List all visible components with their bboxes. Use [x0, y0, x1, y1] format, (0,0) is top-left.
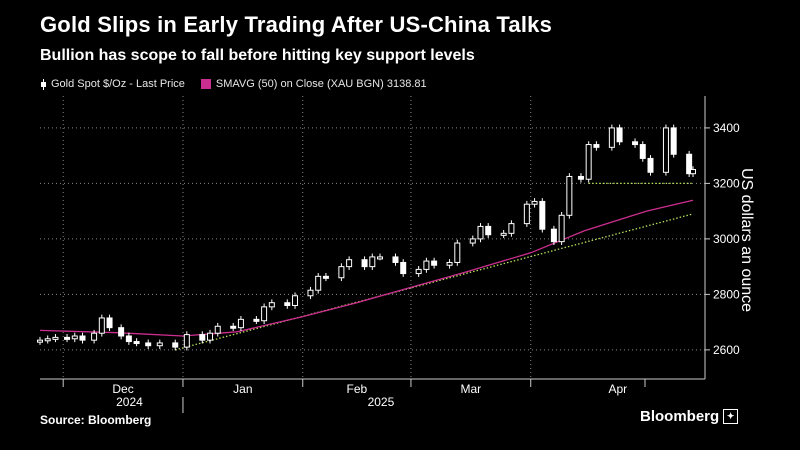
- candle-body: [91, 332, 98, 341]
- source-note: Source: Bloomberg: [40, 413, 152, 427]
- candle-body: [508, 223, 515, 234]
- candle-body: [477, 225, 484, 240]
- candle-body: [369, 256, 376, 268]
- candle-body: [199, 334, 206, 341]
- grid-lines: [40, 96, 705, 379]
- candle-body: [292, 295, 299, 306]
- candle-body: [608, 127, 615, 148]
- candle-body: [79, 335, 86, 341]
- candle-body: [315, 275, 322, 291]
- legend-gold-label: Gold Spot $/Oz - Last Price: [51, 78, 185, 90]
- candle-body: [253, 318, 260, 322]
- x-tick-label: Mar: [460, 382, 481, 396]
- candle-body: [616, 127, 623, 143]
- candle-body: [454, 242, 461, 263]
- candle-body: [431, 260, 438, 266]
- candle-body: [639, 144, 646, 159]
- candle-body: [268, 302, 275, 308]
- candle-body: [37, 339, 43, 343]
- sma-line: [39, 199, 694, 337]
- candle-body: [261, 306, 268, 322]
- candle-body: [670, 127, 677, 155]
- candle-body: [558, 214, 565, 243]
- candle-body: [577, 175, 584, 180]
- candle-body: [523, 203, 530, 225]
- year-label: 2025: [368, 395, 395, 409]
- candle-body: [469, 238, 476, 244]
- candle-body: [550, 228, 557, 243]
- y-tick-label: 3200: [713, 176, 740, 190]
- candle-body: [647, 157, 654, 173]
- axes: 2600 2800 3000 3200 3400 Dec Jan Feb Mar Apr 2024 2…: [40, 96, 740, 413]
- chart-subtitle: Bullion has scope to fall before hitting…: [40, 47, 475, 64]
- brand-logo: Bloomberg ✦: [640, 408, 739, 425]
- candle-body: [415, 268, 422, 275]
- candle-icon: [40, 78, 47, 90]
- candle-body: [690, 169, 696, 175]
- candle-body: [346, 259, 353, 268]
- trendline: [175, 213, 694, 351]
- candle-body: [338, 266, 345, 279]
- candle-body: [322, 275, 329, 279]
- candle-body: [531, 200, 538, 205]
- candle-body: [377, 256, 384, 260]
- y-tick-label: 3400: [713, 121, 740, 135]
- candle-body: [361, 259, 368, 268]
- year-label: 2024: [116, 395, 143, 409]
- candle-body: [207, 332, 214, 341]
- y-tick-label: 2600: [713, 343, 740, 357]
- candle-body: [133, 341, 140, 345]
- candle-body: [64, 336, 71, 340]
- x-tick-label: Jan: [233, 382, 252, 396]
- candle-body: [566, 175, 573, 216]
- candle-body: [400, 261, 407, 275]
- x-tick-label: Apr: [609, 382, 628, 396]
- y-axis-label: US dollars an ounce: [738, 167, 755, 313]
- candle-body: [446, 261, 453, 266]
- candle-body: [125, 335, 132, 343]
- y-tick-label: 3000: [713, 232, 740, 246]
- candle-body: [686, 153, 693, 175]
- x-tick-label: Feb: [346, 382, 367, 396]
- y-tick-label: 2800: [713, 287, 740, 301]
- candle-body: [500, 232, 507, 236]
- sma-series: [39, 199, 694, 337]
- candle-body: [284, 302, 291, 306]
- candle-body: [307, 289, 314, 297]
- candle-body: [106, 317, 113, 329]
- candle-body: [585, 144, 592, 180]
- x-tick-label: Dec: [112, 382, 133, 396]
- legend-sma-label: SMAVG (50) on Close (XAU BGN) 3138.81: [215, 78, 427, 90]
- candle-body: [485, 225, 492, 236]
- candle-body: [632, 141, 639, 146]
- candle-body: [662, 127, 669, 173]
- candle-body: [423, 260, 430, 270]
- legend: Gold Spot $/Oz - Last Price SMAVG (50) o…: [40, 78, 427, 90]
- candle-body: [52, 336, 59, 340]
- sma-swatch-icon: [200, 79, 211, 89]
- chart-title: Gold Slips in Early Trading After US-Chi…: [40, 12, 553, 37]
- bloomberg-terminal-icon: ✦: [723, 409, 739, 424]
- candle-body: [214, 325, 221, 334]
- candle-body: [593, 144, 600, 148]
- candle-body: [44, 338, 51, 342]
- candle-body: [539, 200, 546, 230]
- candle-body: [156, 342, 163, 347]
- candle-body: [230, 325, 237, 329]
- candle-body: [71, 335, 78, 340]
- candle-body: [145, 342, 152, 347]
- candle-body: [172, 342, 179, 348]
- candle-body: [118, 327, 125, 337]
- candle-series: [37, 124, 696, 351]
- candle-body: [98, 317, 105, 334]
- candle-body: [237, 318, 244, 329]
- candle-body: [183, 334, 190, 348]
- candle-body: [392, 256, 399, 263]
